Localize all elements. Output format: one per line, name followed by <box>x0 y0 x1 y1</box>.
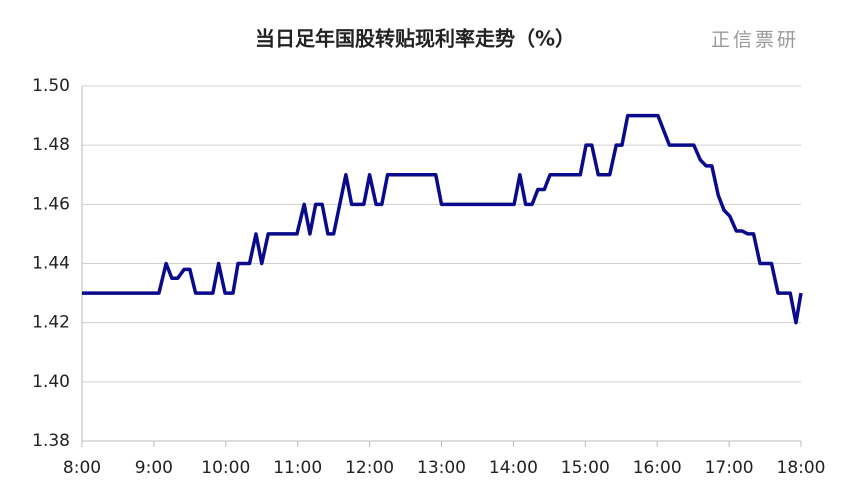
y-tick-label: 1.48 <box>32 135 70 155</box>
y-tick-label: 1.50 <box>32 76 70 96</box>
y-tick-label: 1.42 <box>32 313 70 333</box>
line-series <box>82 113 803 325</box>
y-tick-label: 1.44 <box>32 254 70 274</box>
x-tick-label: 14:00 <box>489 458 538 478</box>
x-tick-label: 16:00 <box>633 458 682 478</box>
x-tick-label: 18:00 <box>777 458 826 478</box>
x-tick-label: 12:00 <box>345 458 394 478</box>
x-tick-label: 11:00 <box>273 458 322 478</box>
x-tick-label: 10:00 <box>201 458 250 478</box>
chart-title: 当日足年国股转贴现利率走势（%） <box>255 27 575 51</box>
y-tick-label: 1.38 <box>32 431 70 451</box>
x-tick-label: 15:00 <box>561 458 610 478</box>
y-tick-label: 1.40 <box>32 372 70 392</box>
x-tick-label: 17:00 <box>705 458 754 478</box>
y-tick-label: 1.46 <box>32 194 70 214</box>
x-tick-label: 13:00 <box>417 458 466 478</box>
x-tick-label: 9:00 <box>135 458 173 478</box>
watermark: 正信票研 <box>711 29 799 51</box>
x-tick-label: 8:00 <box>63 458 101 478</box>
